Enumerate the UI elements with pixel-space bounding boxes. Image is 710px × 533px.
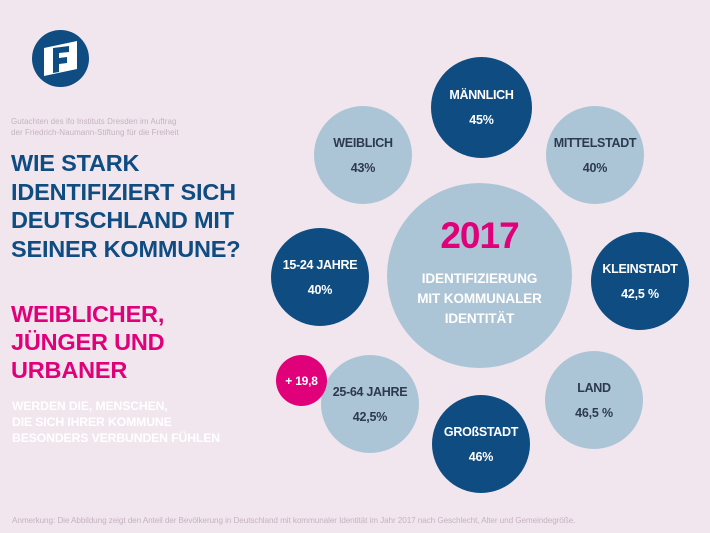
segment-25-64-jahre: 25-64 JAHRE 42,5% <box>321 355 419 453</box>
subheadline-line: URBANER <box>11 357 128 383</box>
body-text: WERDEN DIE, MENSCHEN, DIE SICH IHRER KOM… <box>12 398 220 446</box>
badge-value: + 19,8 <box>285 373 318 388</box>
segment-label: LAND <box>577 380 611 395</box>
subheadline: WEIBLICHER, JÜNGER UND URBANER <box>11 300 165 384</box>
segment-kleinstadt: KLEINSTADT 42,5 % <box>591 232 689 330</box>
segment-label: 15-24 JAHRE <box>282 257 358 272</box>
headline-line: WIE STARK <box>11 150 140 176</box>
segment-value: 46% <box>468 449 494 464</box>
segment-label: 25-64 JAHRE <box>332 384 408 399</box>
segment-mittelstadt: MITTELSTADT 40% <box>546 106 644 204</box>
segment-label: GROßSTADT <box>443 424 519 439</box>
segment-value: 40% <box>582 160 608 175</box>
segment-label: WEIBLICH <box>333 135 393 150</box>
body-line: WERDEN DIE, MENSCHEN, <box>12 399 168 413</box>
headline-line: IDENTIFIZIERT SICH <box>11 178 236 205</box>
center-desc-line: IDENTITÄT <box>444 310 515 326</box>
footnote: Anmerkung: Die Abbildung zeigt den Antei… <box>12 516 576 525</box>
source-line: Gutachten des ifo Instituts Dresden im A… <box>11 117 177 126</box>
segment-land: LAND 46,5 % <box>545 351 643 449</box>
center-circle: 2017 IDENTIFIZIERUNG MIT KOMMUNALER IDEN… <box>387 183 572 368</box>
center-description: IDENTIFIZIERUNG MIT KOMMUNALER IDENTITÄT <box>417 269 542 329</box>
source-credit: Gutachten des ifo Instituts Dresden im A… <box>11 116 271 138</box>
segment-grossstadt: GROßSTADT 46% <box>432 395 530 493</box>
subheadline-line: JÜNGER UND <box>11 329 165 355</box>
center-year: 2017 <box>440 214 519 256</box>
center-desc-line: MIT KOMMUNALER <box>417 290 542 306</box>
headline-line: DEUTSCHLAND MIT <box>11 207 234 233</box>
body-line: BESONDERS VERBUNDEN FÜHLEN <box>12 431 220 445</box>
body-line: DIE SICH IHRER KOMMUNE <box>12 415 172 429</box>
headline-line: SEINER KOMMUNE? <box>11 235 241 262</box>
segment-value: 42,5 % <box>621 286 659 301</box>
segment-value: 40% <box>307 282 333 297</box>
source-line: der Friedrich-Naumann-Stiftung für die F… <box>11 128 179 137</box>
segment-weiblich: WEIBLICH 43% <box>314 106 412 204</box>
headline: WIE STARK IDENTIFIZIERT SICH DEUTSCHLAND… <box>11 149 241 263</box>
segment-maennlich: MÄNNLICH 45% <box>431 57 532 158</box>
segment-label: KLEINSTADT <box>602 261 678 276</box>
segment-label: MITTELSTADT <box>553 135 637 150</box>
segment-15-24-jahre: 15-24 JAHRE 40% <box>271 228 369 326</box>
f-logo-icon <box>32 30 89 87</box>
segment-value: 43% <box>350 160 376 175</box>
segment-value: 45% <box>469 113 494 127</box>
subheadline-line: WEIBLICHER, <box>11 301 165 327</box>
segment-label: MÄNNLICH <box>449 88 514 102</box>
center-desc-line: IDENTIFIZIERUNG <box>421 270 538 286</box>
segment-value: 46,5 % <box>575 405 613 420</box>
segment-value: 42,5% <box>352 409 388 424</box>
difference-badge: + 19,8 <box>276 355 327 406</box>
